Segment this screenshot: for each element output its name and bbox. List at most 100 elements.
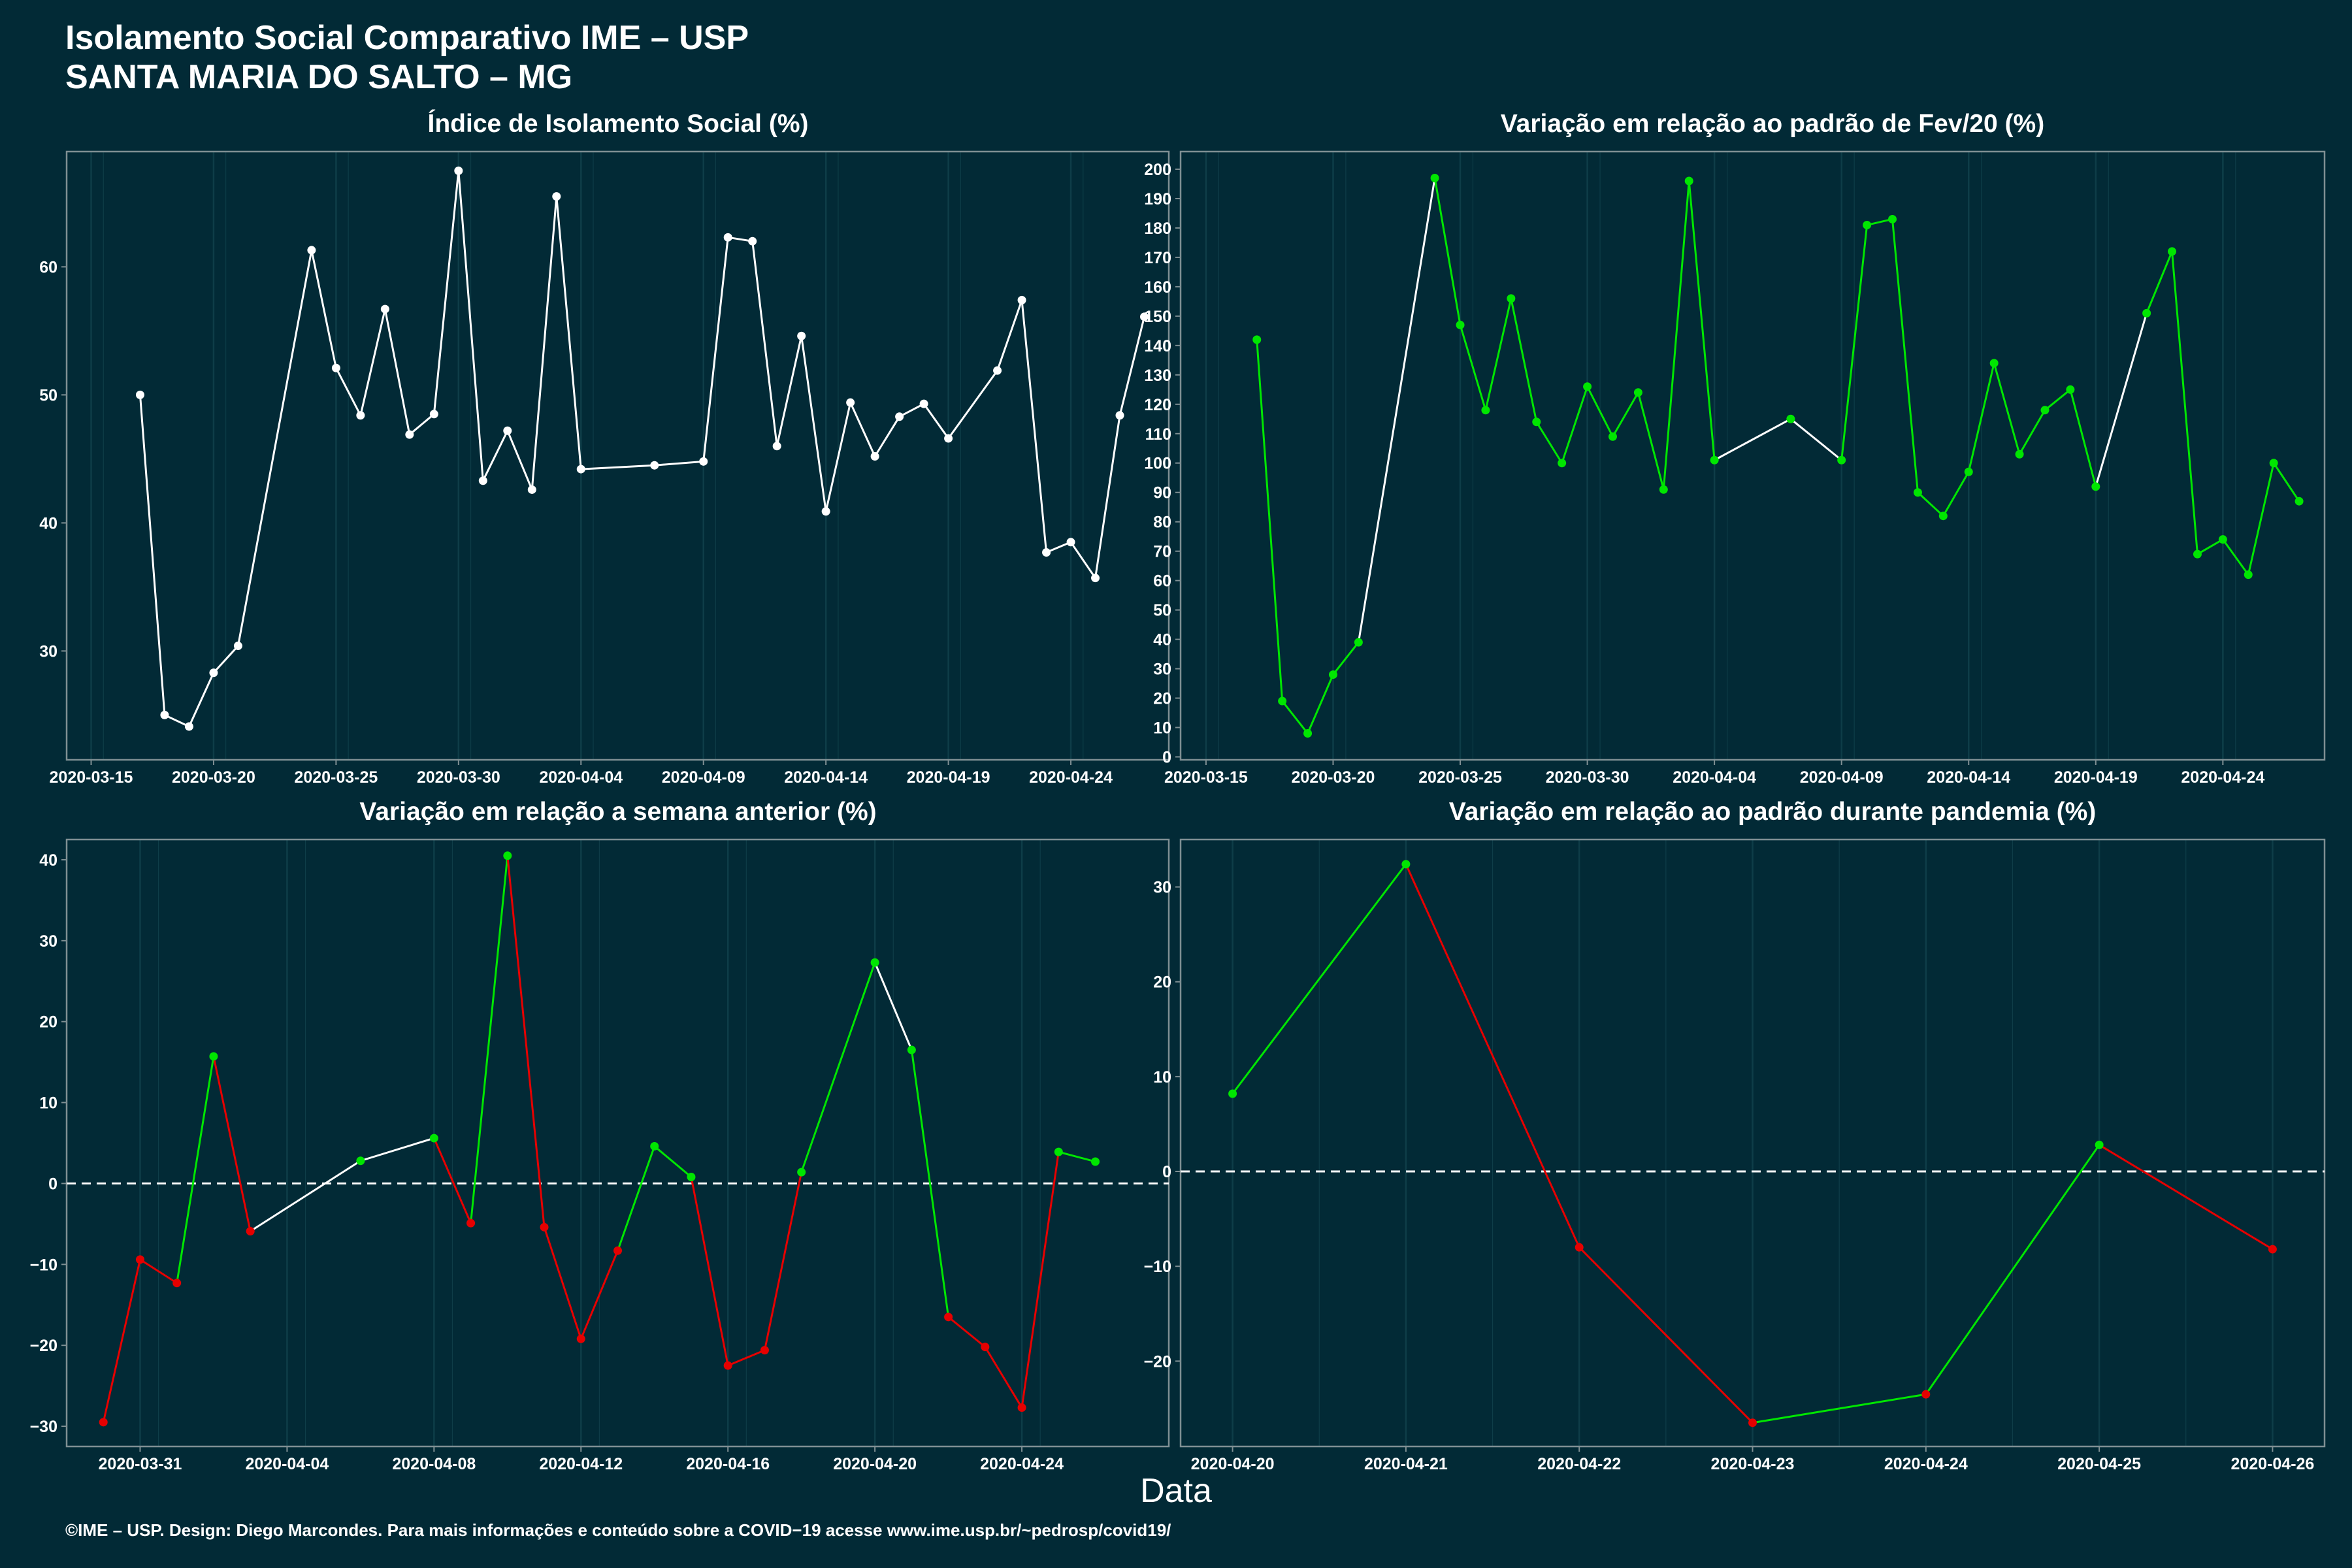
series-line-segment [984,1346,1023,1409]
series-line-segment [1891,219,1919,493]
y-tick-label: 30 [1153,879,1171,897]
panel-border [65,838,1170,1448]
data-point [772,442,781,451]
x-tick-label: 2020-04-20 [1191,1455,1275,1473]
y-tick-label: −10 [1144,1258,1171,1276]
series-line-segment [1967,363,1995,472]
data-point [895,412,904,421]
series-line-segment [164,714,190,728]
x-tick-label: 2020-04-14 [1927,768,2010,787]
data-point [2066,385,2075,394]
x-tick-label: 2020-04-24 [980,1455,1064,1473]
series-line-segment [1917,491,1944,517]
data-point [993,366,1002,375]
data-point [1054,1147,1063,1156]
y-tick-label: 200 [1144,161,1171,179]
data-point [1913,488,1922,497]
panel-title: Variação em relação ao padrão durante pa… [1449,798,2097,826]
panel-title: Variação em relação ao padrão de Fev/20 … [1501,110,2044,138]
y-tick-label: 0 [1162,749,1171,767]
x-tick-label: 2020-03-20 [1292,768,1375,787]
y-tick-label: 160 [1144,278,1171,297]
data-point [99,1418,108,1427]
data-point [576,465,585,474]
data-point [552,192,561,201]
data-point [540,1222,549,1232]
series-line-segment [102,1259,141,1423]
series-line-segment [335,367,362,416]
series-line-segment [2044,389,2071,411]
series-line-segment [1307,674,1334,734]
x-tick-label: 2020-04-14 [784,768,868,787]
data-point [846,398,855,407]
series-line-segment [581,464,655,470]
series-line-segment [1789,418,1842,461]
y-tick-label: 0 [48,1175,57,1193]
series-line-segment [2069,389,2097,487]
series-line-segment [188,672,215,727]
series-line-segment [2247,463,2275,575]
y-tick-label: 130 [1144,367,1171,385]
series-line-segment [800,336,827,512]
data-point [2015,449,2024,459]
series-line-segment [482,430,509,482]
x-tick-label: 2020-04-26 [2230,1455,2314,1473]
series-line-segment [433,171,460,414]
series-line-segment [763,1171,803,1350]
data-point [944,1313,953,1322]
data-point [2040,406,2050,415]
series-line-segment [1752,1393,1927,1424]
series-line-segment [1586,386,1614,437]
data-point [1354,638,1363,647]
series-line-segment [555,196,582,470]
series-line-segment [1232,863,1407,1094]
panel-1: Índice de Isolamento Social (%) 30 40 50 60 2… [39,109,1170,787]
series-line-segment [1405,864,1580,1248]
series-line-segment [2272,462,2300,502]
data-point [1921,1390,1931,1399]
x-tick-label: 2020-04-21 [1364,1455,1448,1473]
data-point [613,1246,622,1255]
series-line-segment [1714,417,1791,461]
data-point [650,461,659,470]
data-point [2168,247,2177,256]
series-line-segment [947,1316,986,1348]
data-point [307,246,316,255]
x-tick-label: 2020-04-24 [1884,1455,1968,1473]
series-line-segment [470,855,509,1224]
x-tick-label: 2020-03-30 [1546,768,1629,787]
y-tick-label: −20 [1144,1352,1171,1371]
series-line-segment [1688,180,1716,461]
data-point [1328,670,1337,679]
series-line-segment [1119,316,1145,416]
series-line-segment [139,1258,178,1284]
x-tick-label: 2020-03-30 [417,768,500,787]
series-line-segment [617,1145,656,1251]
series-line-segment [690,1177,729,1366]
data-point [233,642,242,651]
series-line-segment [2095,312,2148,487]
data-point [1252,335,1262,344]
data-point [1401,860,1411,869]
series-line-segment [653,1145,692,1178]
series-line-segment [457,171,484,481]
series-line-segment [1070,541,1096,579]
series-line-segment [825,402,852,512]
data-point [246,1227,255,1236]
y-tick-label: 30 [39,642,57,661]
data-point [1659,485,1668,494]
data-point [797,1168,806,1177]
data-point [1532,417,1541,427]
series-line-segment [947,370,998,439]
x-tick-label: 2020-04-25 [2057,1455,2141,1473]
series-line-segment [1612,392,1639,438]
data-point [1481,406,1490,415]
x-tick-label: 2020-04-16 [686,1455,770,1473]
chart-subtitle: SANTA MARIA DO SALTO – MG [65,58,573,96]
data-point [1303,729,1313,738]
data-point [1558,459,1567,468]
x-tick-label: 2020-03-15 [50,768,133,787]
data-point [478,476,487,485]
x-axis-label: Data [1140,1472,1212,1510]
data-point [1583,382,1592,391]
